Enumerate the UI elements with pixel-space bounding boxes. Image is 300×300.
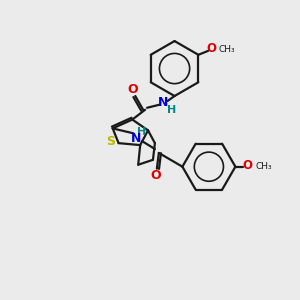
Text: CH₃: CH₃ xyxy=(219,45,236,54)
Text: N: N xyxy=(131,132,141,145)
Text: H: H xyxy=(136,127,146,137)
Text: O: O xyxy=(127,82,138,96)
Text: N: N xyxy=(158,96,168,110)
Text: O: O xyxy=(206,42,216,56)
Text: O: O xyxy=(151,169,161,182)
Text: O: O xyxy=(242,159,252,172)
Text: CH₃: CH₃ xyxy=(255,162,272,171)
Text: S: S xyxy=(106,135,115,148)
Text: H: H xyxy=(167,105,176,115)
